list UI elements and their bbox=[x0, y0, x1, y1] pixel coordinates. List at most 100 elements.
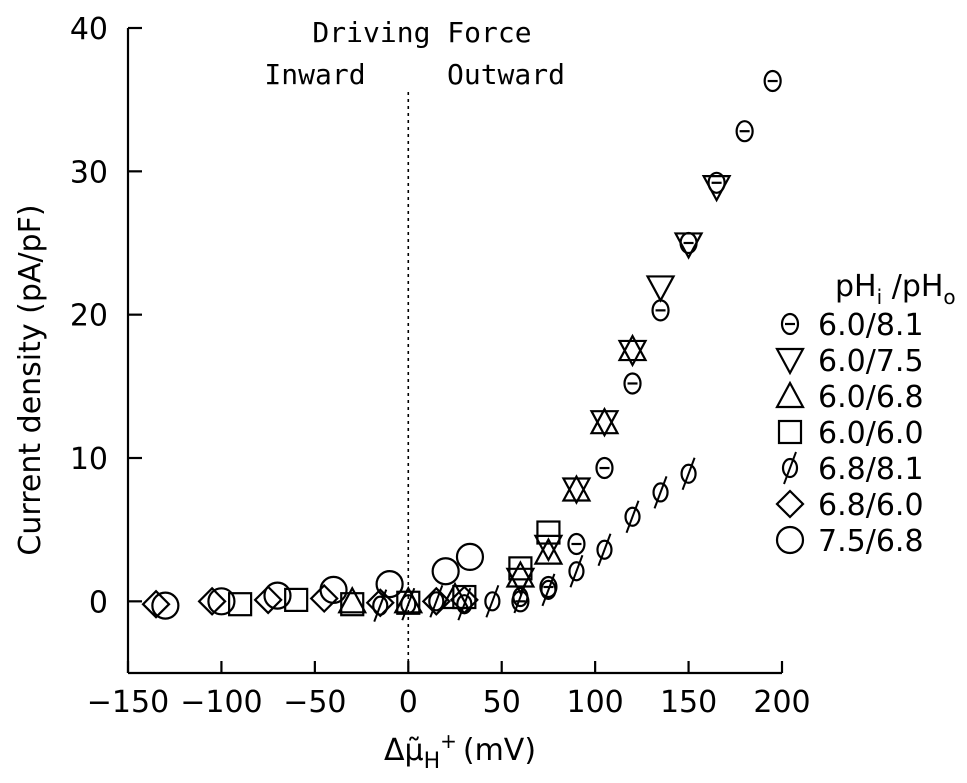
data-point-triangle-down bbox=[617, 339, 648, 368]
legend-title-sub2: o bbox=[943, 285, 955, 309]
annotation-driving-force: Driving Force bbox=[312, 16, 531, 49]
legend-label: 6.8/6.0 bbox=[818, 488, 924, 523]
x-axis-label-sub: H bbox=[424, 749, 441, 774]
legend-label: 6.0/6.8 bbox=[818, 380, 924, 415]
legend-marker-circle bbox=[775, 525, 805, 555]
data-point-triangle-up bbox=[533, 537, 564, 565]
x-axis-label-sup: + bbox=[440, 729, 457, 753]
data-point-triangle-down bbox=[561, 477, 592, 505]
data-point-triangle-down bbox=[645, 275, 676, 303]
legend-label: 6.0/7.5 bbox=[818, 344, 924, 379]
legend: pHi /pHo 6.0/8.16.0/7.56.0/6.86.0/6.06.8… bbox=[775, 269, 956, 559]
data-point-circle bbox=[319, 575, 348, 604]
data-point-triangle-up bbox=[561, 474, 592, 502]
data-point-phi bbox=[680, 463, 697, 484]
axis-labels: Driving Force Inward Outward Current den… bbox=[13, 16, 565, 774]
legend-entry: 6.8/8.1 bbox=[781, 451, 924, 487]
data-point-phi bbox=[540, 579, 557, 600]
data-point-square bbox=[284, 587, 309, 613]
legend-marker-diamond bbox=[775, 489, 805, 519]
x-axis-label: Δμ̃H+ (mV) bbox=[384, 729, 536, 774]
data-point-square bbox=[340, 592, 365, 617]
annotation-inward: Inward bbox=[264, 58, 365, 91]
data-point-phi-slash bbox=[513, 580, 528, 614]
data-point-triangle-up bbox=[505, 560, 536, 588]
x-tick-label: 0 bbox=[399, 685, 418, 720]
data-point-diamond bbox=[365, 588, 395, 618]
data-point-theta bbox=[623, 372, 642, 395]
data-point-phi-slash bbox=[569, 554, 584, 588]
legend-entry: 6.0/6.0 bbox=[777, 416, 924, 451]
legend-title-sub1: i bbox=[877, 285, 883, 309]
y-axis-label: Current density (pA/pF) bbox=[13, 204, 48, 555]
legend-label: 7.5/6.8 bbox=[818, 524, 924, 559]
data-point-diamond bbox=[449, 585, 479, 615]
data-point-circle bbox=[263, 581, 292, 610]
annotation-outward: Outward bbox=[447, 58, 565, 91]
y-tick-label: 10 bbox=[70, 442, 108, 477]
data-point-phi-slash bbox=[541, 573, 556, 607]
legend-title-main: pH bbox=[835, 269, 877, 304]
data-point-diamond bbox=[141, 589, 171, 619]
legend-entry: 6.0/7.5 bbox=[775, 344, 924, 379]
data-point-phi-slash bbox=[597, 533, 612, 567]
data-point-phi-slash bbox=[653, 476, 668, 509]
data-point-square bbox=[228, 592, 253, 617]
x-tick-label: 150 bbox=[660, 685, 717, 720]
legend-entry: 7.5/6.8 bbox=[775, 524, 924, 559]
x-tick-label: 50 bbox=[483, 685, 521, 720]
series-circle bbox=[151, 542, 485, 620]
data-point-phi bbox=[512, 586, 529, 608]
legend-entry: 6.8/6.0 bbox=[775, 488, 924, 523]
legend-title: pHi /pHo bbox=[835, 269, 956, 309]
data-point-phi-slash bbox=[681, 457, 696, 491]
data-point-diamond bbox=[197, 586, 227, 616]
data-point-triangle-up bbox=[617, 333, 648, 362]
data-point-circle bbox=[431, 557, 460, 586]
x-axis-label-unit: (mV) bbox=[463, 733, 536, 768]
data-point-phi bbox=[596, 539, 613, 560]
legend-label: 6.0/8.1 bbox=[818, 308, 924, 343]
legend-marker-triangle-down bbox=[775, 347, 805, 376]
data-point-diamond bbox=[309, 583, 339, 614]
data-point-circle bbox=[151, 591, 180, 620]
data-point-triangle-up bbox=[589, 406, 620, 435]
x-tick-label: 200 bbox=[753, 685, 810, 720]
x-tick-label: 100 bbox=[567, 685, 624, 720]
data-point-diamond bbox=[421, 586, 451, 616]
data-point-square bbox=[536, 520, 561, 545]
data-point-theta bbox=[567, 532, 586, 556]
data-point-phi bbox=[568, 561, 585, 582]
data-point-phi-slash bbox=[429, 584, 444, 618]
y-tick-label: 40 bbox=[70, 12, 108, 47]
data-point-circle bbox=[375, 570, 404, 599]
data-point-square bbox=[508, 556, 533, 581]
legend-entry: 6.0/6.8 bbox=[775, 380, 924, 415]
legend-title-mid: /pH bbox=[882, 269, 943, 304]
data-marks bbox=[141, 69, 782, 622]
data-point-circle bbox=[455, 542, 485, 572]
data-point-phi bbox=[484, 591, 501, 612]
data-point-phi-slash bbox=[401, 587, 416, 621]
x-tick-label: −100 bbox=[180, 685, 262, 720]
legend-marker-theta bbox=[780, 312, 800, 336]
data-point-phi bbox=[400, 594, 417, 615]
y-tick-label: 0 bbox=[89, 585, 108, 620]
data-point-phi-slash bbox=[485, 584, 500, 618]
data-point-triangle-up bbox=[337, 586, 368, 614]
legend-marker-phi-slash bbox=[783, 451, 797, 485]
data-point-phi bbox=[428, 591, 445, 612]
legend-marker-triangle-up bbox=[775, 380, 805, 409]
data-point-theta bbox=[707, 171, 726, 194]
axes: 0 10 20 30 40 −150 −100 −50 0 50 100 150 200 bbox=[70, 12, 811, 720]
data-point-phi-slash bbox=[457, 587, 472, 621]
data-point-theta bbox=[595, 456, 614, 480]
series-diamond bbox=[141, 583, 479, 619]
legend-entry: 6.0/8.1 bbox=[780, 308, 924, 343]
data-point-triangle-down bbox=[701, 175, 732, 203]
legend-marker-square bbox=[777, 419, 803, 445]
series-phi bbox=[372, 457, 697, 622]
legend-label: 6.0/6.0 bbox=[818, 416, 924, 451]
legend-label: 6.8/8.1 bbox=[818, 452, 924, 487]
